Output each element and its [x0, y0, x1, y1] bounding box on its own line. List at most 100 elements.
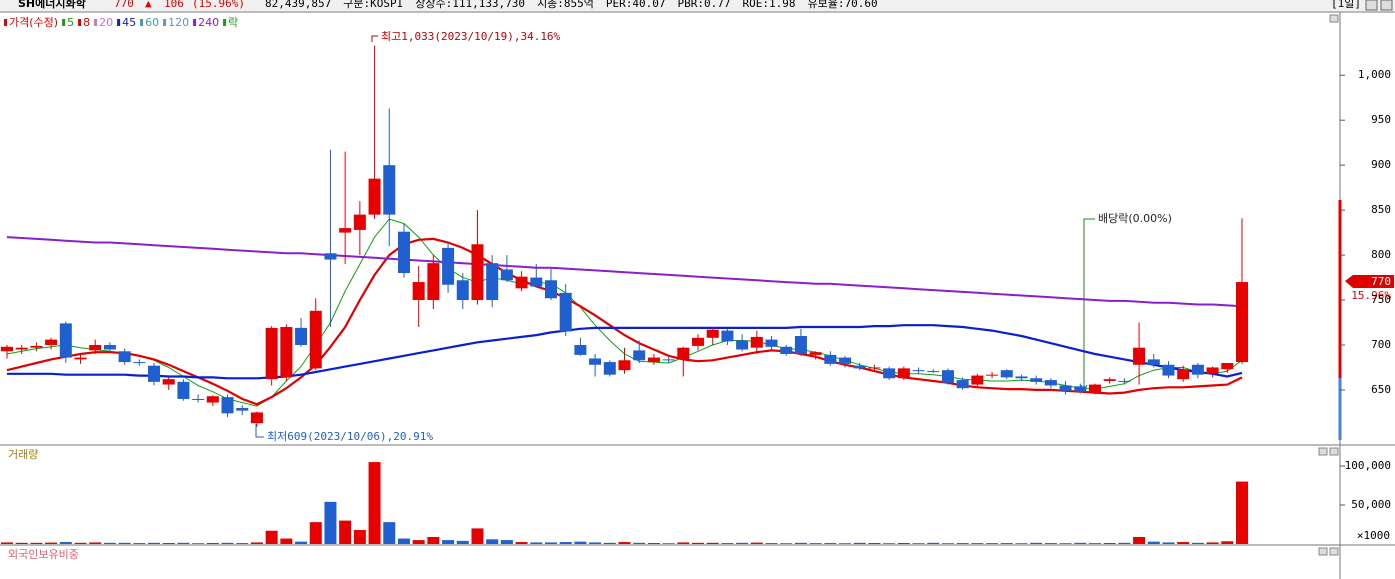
y-tick-label: 1,000 — [1358, 68, 1391, 81]
volume-bar — [1177, 542, 1190, 544]
panel-button[interactable] — [1329, 447, 1339, 456]
arrow: ▲ — [145, 0, 152, 10]
period[interactable]: [1일] — [1331, 0, 1361, 10]
volume-bar — [427, 536, 440, 544]
panel-button[interactable] — [1318, 547, 1328, 556]
volume-bar — [1074, 542, 1087, 544]
volume-bar — [765, 543, 778, 544]
volume-bar — [941, 543, 954, 544]
panel-button[interactable] — [1318, 447, 1328, 456]
candle-body — [1177, 369, 1190, 380]
candle-body — [471, 244, 484, 301]
legend-label: 8 — [83, 16, 90, 29]
volume-bar — [971, 543, 984, 544]
volume-bar — [1044, 543, 1057, 544]
candle-body — [1088, 384, 1101, 393]
volume-bar — [1030, 542, 1043, 544]
candle-body — [1133, 347, 1146, 365]
volume-bar — [103, 542, 116, 544]
candle-body — [339, 228, 352, 233]
volume-bar — [74, 542, 87, 544]
volume-bar — [530, 542, 543, 544]
y-tick-label: 700 — [1371, 338, 1391, 351]
candle-body — [1191, 364, 1204, 375]
volume-bar — [177, 542, 190, 544]
volume-bar — [30, 542, 43, 544]
candle-body — [162, 379, 175, 385]
candle-body — [427, 263, 440, 301]
candle-body — [1074, 386, 1087, 392]
volume-bar — [618, 542, 631, 544]
candle-body — [236, 407, 249, 411]
candle-body — [250, 412, 263, 424]
panel-buttons — [1318, 14, 1339, 556]
header-field: ROE:1.98 — [743, 0, 796, 10]
candle-body — [530, 277, 543, 287]
window-button[interactable] — [1380, 0, 1393, 11]
panel-button[interactable] — [1329, 14, 1339, 23]
volume-bar — [236, 543, 249, 544]
ma-line — [7, 324, 1243, 380]
volume-bar — [544, 542, 557, 544]
candle-body — [206, 396, 219, 403]
candle-body — [824, 354, 837, 364]
volume-bar — [442, 540, 455, 544]
panel-button[interactable] — [1329, 547, 1339, 556]
volume-bar — [574, 541, 587, 544]
volume-bar — [883, 543, 896, 544]
volume-bar — [515, 542, 528, 544]
volume-bar — [1206, 542, 1219, 544]
candle-body — [794, 336, 807, 354]
volume-bar — [192, 543, 205, 544]
candle-body — [1, 346, 13, 352]
candle-body — [15, 347, 28, 350]
panel-title: 거래량 — [8, 448, 38, 461]
candle-body — [148, 365, 161, 382]
volume-bar — [1088, 543, 1101, 544]
volume-bar — [794, 542, 807, 544]
header-field: 시총:855억 — [537, 0, 594, 10]
volume-bar — [1118, 542, 1131, 544]
legend-label: 5 — [67, 16, 74, 29]
volume-bar — [1, 542, 13, 544]
candle-body — [1103, 379, 1116, 381]
annotation: 최저609(2023/10/06),20.91% — [267, 430, 433, 443]
volume-bar — [559, 542, 572, 544]
stock-name: SH에너지화학 — [18, 0, 86, 10]
candle-body — [89, 344, 102, 351]
volume-bar — [295, 541, 308, 544]
legend-swatch — [117, 19, 121, 26]
candle-body — [971, 375, 984, 385]
y-tick-label: 100,000 — [1345, 459, 1391, 472]
candle-body — [59, 323, 72, 358]
y-tick-label: 50,000 — [1351, 498, 1391, 511]
price: 770 — [114, 0, 134, 10]
volume-bar — [59, 542, 72, 544]
annotation: 배당락(0.00%) — [1098, 212, 1172, 225]
volume-bar — [1015, 543, 1028, 544]
y-tick-label: 800 — [1371, 248, 1391, 261]
volume-bar — [912, 543, 925, 544]
candle-body — [45, 339, 58, 345]
volume-bar — [500, 540, 513, 544]
legend-label: 20 — [99, 16, 113, 29]
volume-bar — [897, 543, 910, 544]
y-tick-label: 850 — [1371, 203, 1391, 216]
volume-bar — [1221, 541, 1234, 544]
volume-bar — [1191, 542, 1204, 544]
volume-bar — [677, 542, 690, 544]
volume-bar — [633, 542, 646, 544]
legend-label: 락 — [228, 16, 238, 29]
candle-body — [839, 357, 852, 364]
volume-bar — [486, 539, 499, 544]
window-button[interactable] — [1365, 0, 1378, 11]
candle-body — [515, 276, 528, 289]
volume-bar — [1000, 543, 1013, 544]
volume-bar — [471, 528, 484, 544]
candle-body — [412, 282, 425, 301]
candle-body — [912, 370, 925, 372]
volume-bar — [662, 543, 675, 544]
candle-body — [780, 346, 793, 354]
annotation-arrow — [371, 35, 378, 42]
